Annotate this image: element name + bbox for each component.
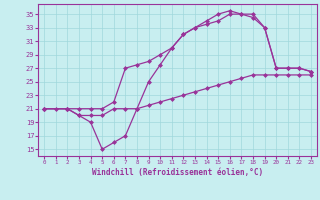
X-axis label: Windchill (Refroidissement éolien,°C): Windchill (Refroidissement éolien,°C) bbox=[92, 168, 263, 177]
